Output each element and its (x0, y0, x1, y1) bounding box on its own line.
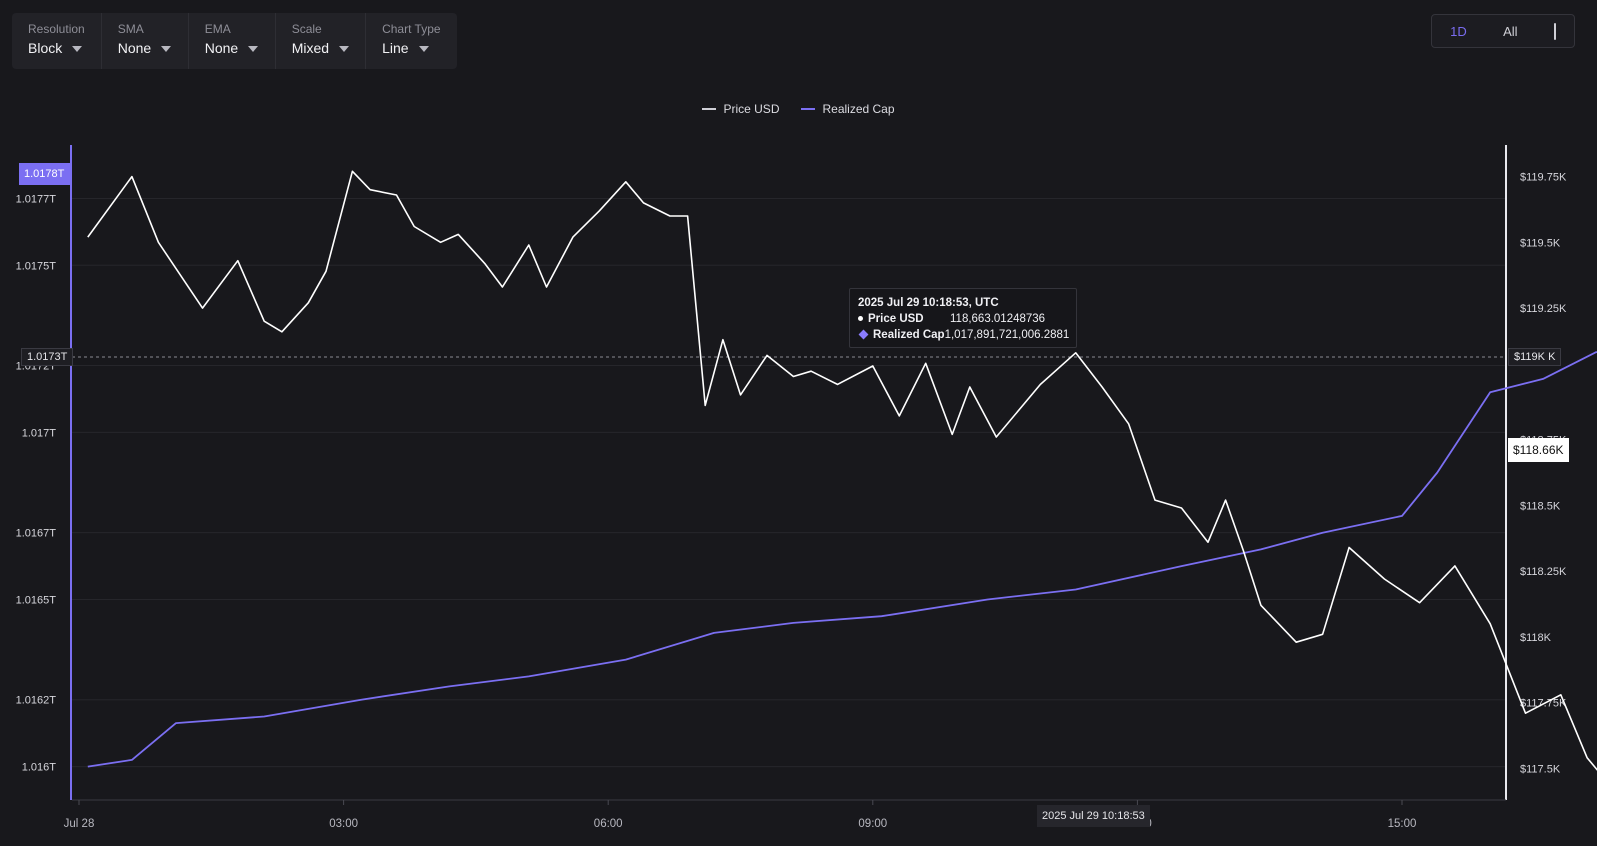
scale-value: Mixed (291, 40, 330, 56)
y-right-tick-label: $118.5K (1520, 500, 1561, 512)
sma-dropdown[interactable]: SMA None (102, 13, 189, 69)
ema-dropdown[interactable]: EMA None (189, 13, 276, 69)
tooltip-cap-label: Realized Cap (873, 329, 945, 341)
x-tick-label: 03:00 (329, 818, 358, 830)
crosshair-price-tag: $118.66K (1508, 438, 1569, 462)
tooltip-price-label: Price USD (868, 313, 924, 325)
y-right-tick-label: $118K (1520, 632, 1552, 644)
chevron-down-icon (248, 45, 259, 52)
crosshair-right-suffix: K (1548, 351, 1556, 363)
scale-dropdown[interactable]: Scale Mixed (276, 13, 367, 69)
tooltip-cap-value: 1,017,891,721,006.2881 (944, 329, 1070, 341)
x-tick-label: Jul 28 (64, 818, 95, 830)
x-tick-label: 06:00 (594, 818, 623, 830)
legend-label-realized-cap: Realized Cap (822, 102, 895, 116)
crosshair-right-value: $119K (1514, 351, 1545, 363)
y-right-tick-label: $119.75K (1520, 172, 1567, 184)
resolution-value: Block (28, 40, 63, 56)
y-left-tick-label: 1.017T (22, 427, 57, 439)
chart-toolbar: Resolution Block SMA None EMA None Scale… (12, 13, 457, 69)
scale-label: Scale (291, 22, 322, 36)
range-1d-button[interactable]: 1D (1450, 23, 1467, 39)
tooltip-cap-row: Realized Cap 1,017,891,721,006.2881 (858, 327, 1070, 343)
sma-label: SMA (117, 22, 144, 36)
legend-swatch-price (702, 108, 717, 110)
y-left-tick-label: 1.0177T (16, 193, 57, 205)
legend-label-price: Price USD (723, 102, 780, 116)
realized-cap-diamond-icon (858, 329, 869, 340)
sma-value: None (117, 40, 152, 56)
crosshair-time-tag: 2025 Jul 29 10:18:53 (1037, 805, 1150, 827)
legend-swatch-realized-cap (801, 108, 816, 110)
series-line-realized-cap[interactable] (87, 115, 1597, 768)
legend-item-price[interactable]: Price USD (702, 102, 779, 116)
crosshair-left-tag: 1.0173T (21, 348, 74, 366)
chevron-down-icon (161, 45, 172, 52)
chart-type-dropdown[interactable]: Chart Type Line (366, 13, 456, 69)
tooltip-title: 2025 Jul 29 10:18:53, UTC (858, 297, 999, 309)
price-dot-icon (858, 315, 863, 321)
chevron-down-icon (339, 45, 350, 52)
x-tick-label: 15:00 (1388, 818, 1417, 830)
legend-item-realized-cap[interactable]: Realized Cap (801, 102, 895, 116)
chart-tooltip: 2025 Jul 29 10:18:53, UTC Price USD 118,… (849, 288, 1077, 348)
y-right-tick-label: $118.25K (1520, 566, 1567, 578)
series-line-price[interactable] (87, 170, 1597, 779)
ema-label: EMA (204, 22, 231, 36)
crosshair-right-tag: $119K K (1508, 348, 1562, 366)
chevron-down-icon (72, 45, 83, 52)
chart-legend: Price USD Realized Cap (0, 102, 1597, 116)
range-all-button[interactable]: All (1503, 23, 1518, 39)
chart-type-value: Line (382, 40, 409, 56)
time-range-selector: 1D All (1431, 14, 1575, 48)
y-left-tick-label: 1.0175T (16, 260, 57, 272)
y-left-tick-label: 1.0167T (16, 528, 57, 540)
y-left-tick-label: 1.0162T (16, 695, 57, 707)
chart-type-label: Chart Type (382, 22, 441, 36)
crosshair-cap-tag: 1.0178T (19, 163, 71, 185)
tooltip-price-row: Price USD 118,663.01248736 (858, 311, 1068, 327)
y-right-tick-label: $119.5K (1520, 237, 1561, 249)
ema-value: None (204, 40, 239, 56)
tooltip-price-value: 118,663.01248736 (950, 313, 1046, 325)
x-tick-label: 09:00 (858, 818, 887, 830)
resolution-label: Resolution (28, 22, 85, 36)
y-right-tick-label: $119.25K (1520, 303, 1567, 315)
resolution-dropdown[interactable]: Resolution Block (12, 13, 102, 69)
y-left-tick-label: 1.016T (22, 762, 57, 774)
y-right-tick-label: $117.5K (1520, 763, 1561, 775)
chevron-down-icon (418, 45, 429, 52)
y-left-tick-label: 1.0165T (16, 594, 57, 606)
